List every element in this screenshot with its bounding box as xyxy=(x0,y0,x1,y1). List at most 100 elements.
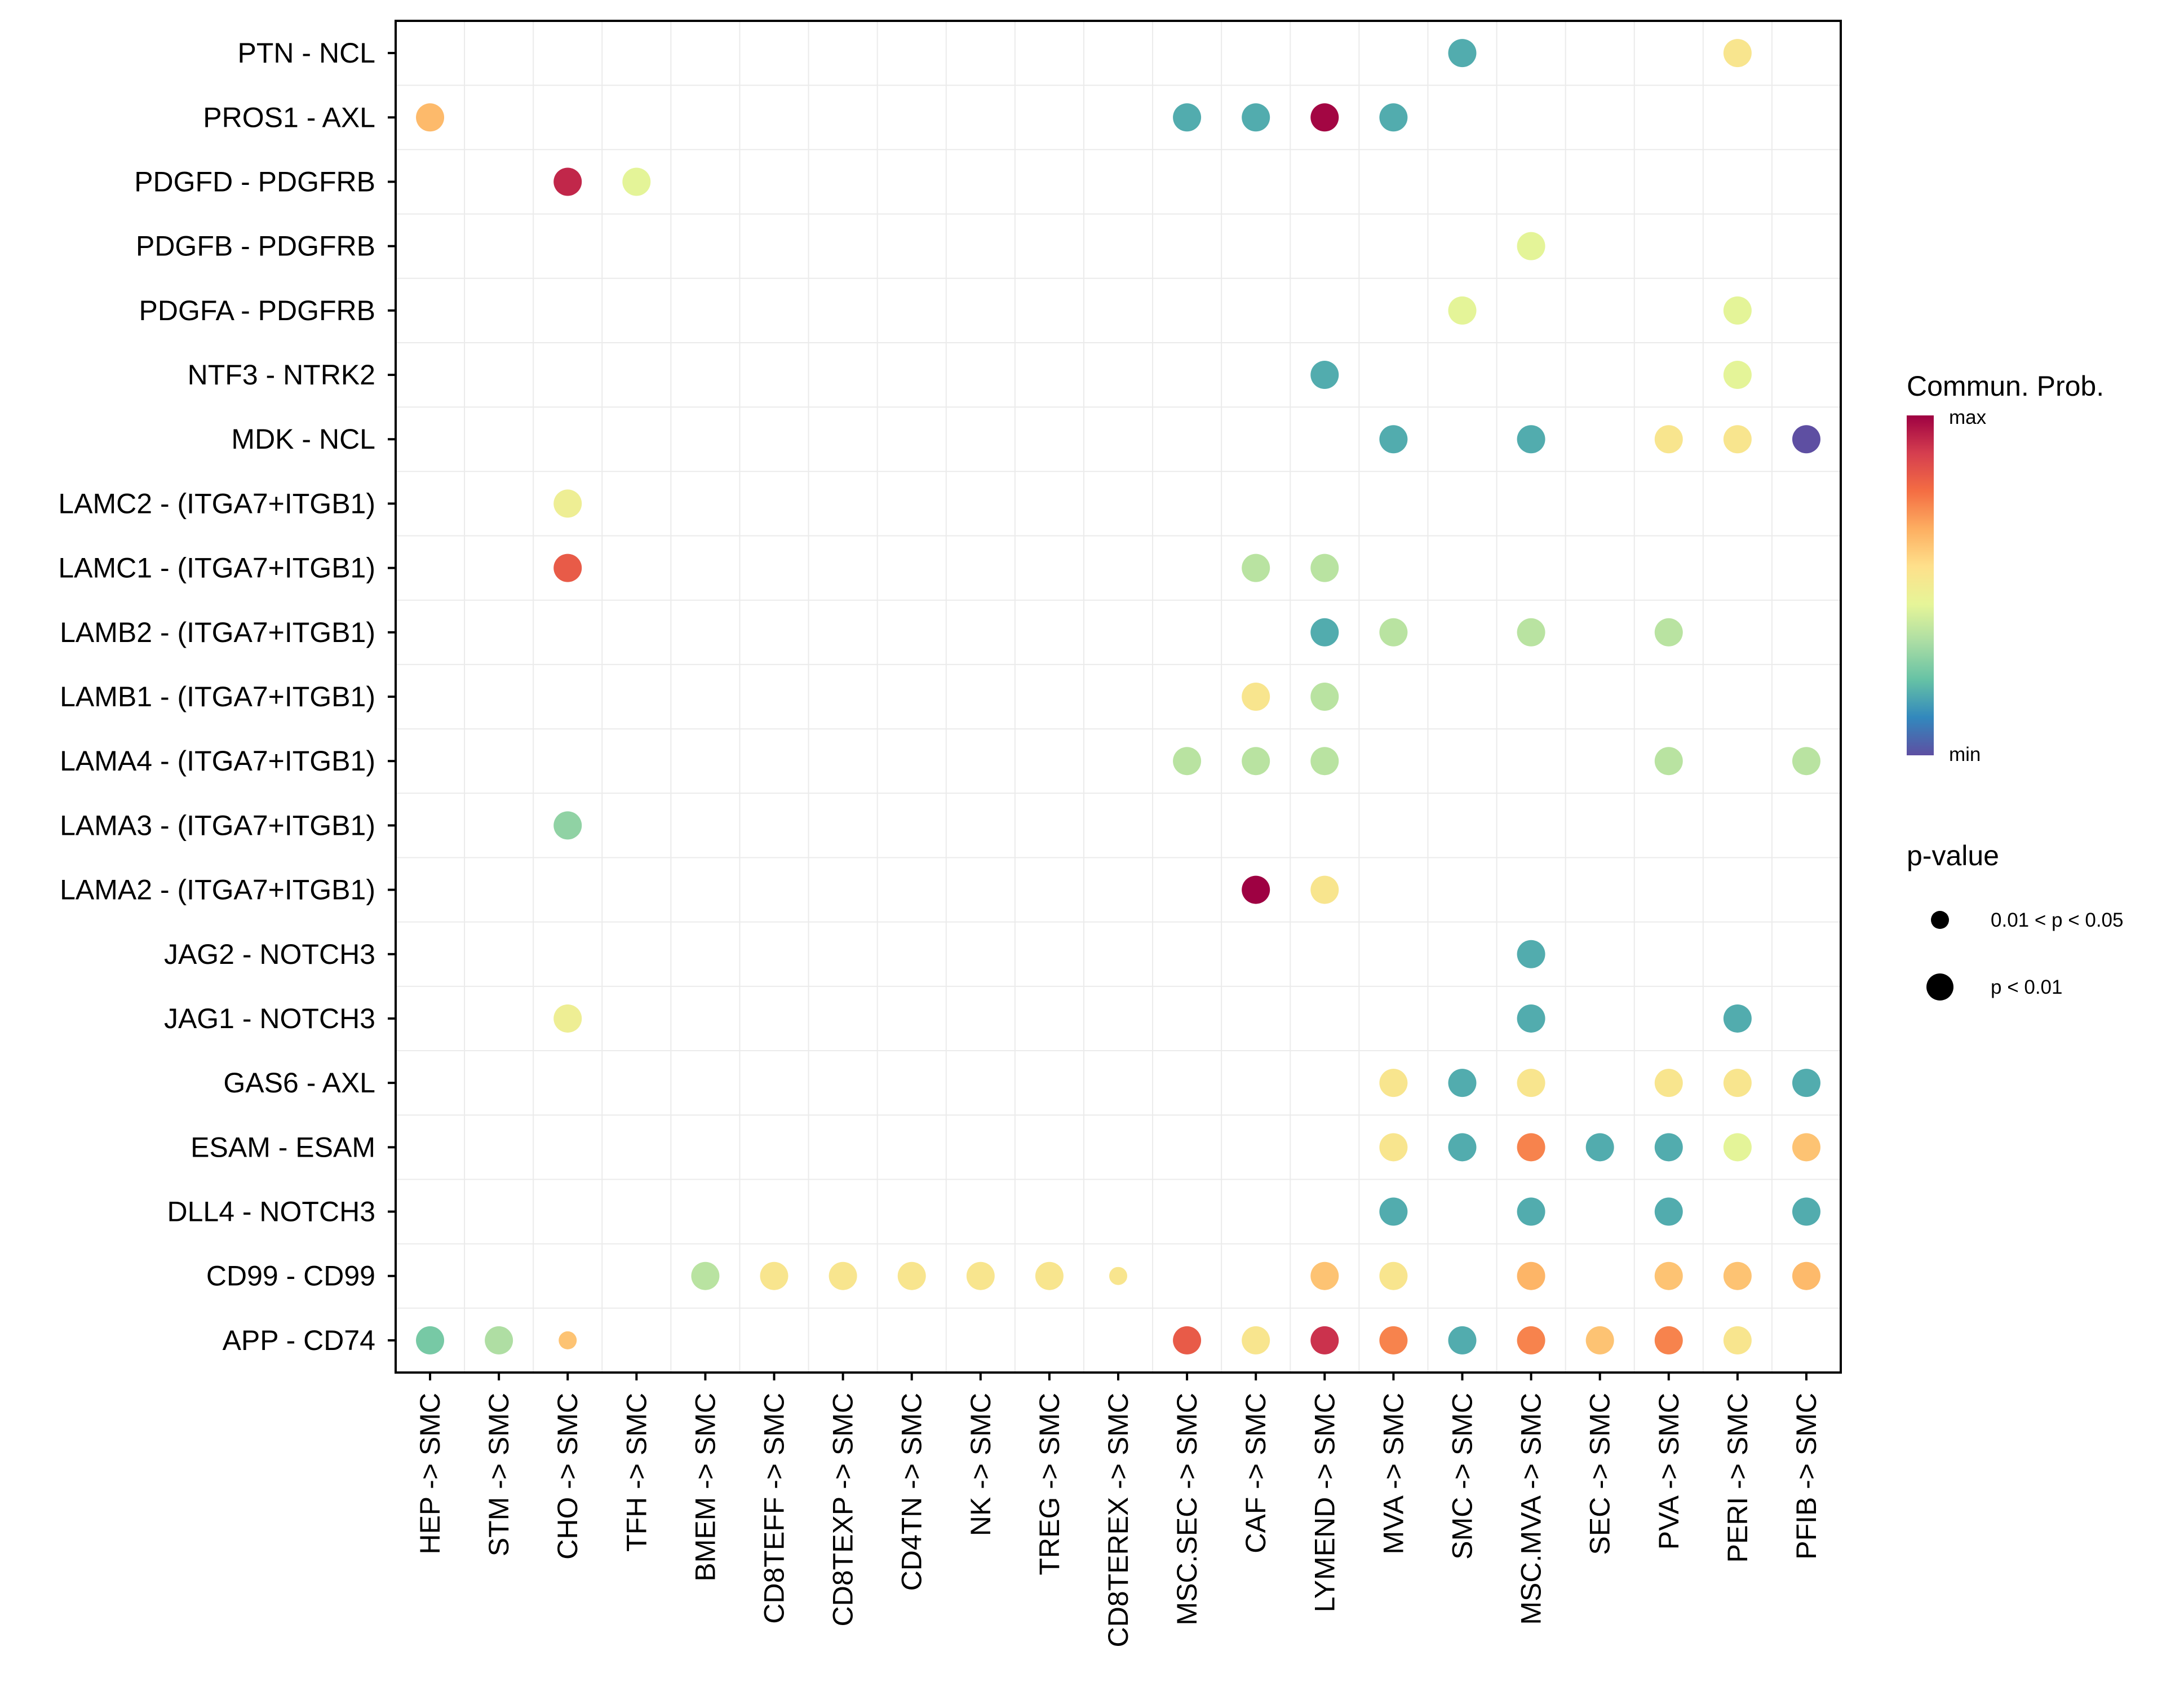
data-point xyxy=(897,1261,926,1290)
data-point xyxy=(1723,39,1752,68)
x-tick-label: PFIB -> SMC xyxy=(1791,1393,1822,1560)
data-point xyxy=(1379,1261,1408,1290)
data-point xyxy=(1310,1326,1339,1354)
data-point xyxy=(559,1331,577,1349)
x-tick-label: BMEM -> SMC xyxy=(689,1393,721,1582)
y-tick-label: PROS1 - AXL xyxy=(203,101,375,133)
data-point xyxy=(1310,361,1339,389)
colorbar-min-label: min xyxy=(1949,743,1981,765)
size-legend: p-value 0.01 < p < 0.05 p < 0.01 xyxy=(1907,840,2123,1001)
x-tick-label: MSC.SEC -> SMC xyxy=(1171,1393,1203,1626)
data-point xyxy=(1517,1004,1545,1033)
data-point xyxy=(1517,1133,1545,1162)
data-point xyxy=(1792,1069,1820,1097)
x-tick-label: NK -> SMC xyxy=(965,1393,996,1536)
colorbar xyxy=(1907,415,1934,755)
data-point xyxy=(1310,1261,1339,1290)
colorbar-max-label: max xyxy=(1949,406,1987,428)
data-point xyxy=(1379,1133,1408,1162)
y-tick-label: LAMA2 - (ITGA7+ITGB1) xyxy=(60,874,375,906)
data-point xyxy=(485,1326,513,1354)
data-point xyxy=(1517,1261,1545,1290)
data-point xyxy=(1448,1326,1477,1354)
y-tick-label: APP - CD74 xyxy=(223,1325,375,1356)
size-legend-dot-small xyxy=(1931,911,1949,929)
data-point xyxy=(1173,747,1202,776)
data-point xyxy=(1242,747,1270,776)
x-tick-label: HEP -> SMC xyxy=(414,1393,446,1555)
data-point xyxy=(416,1326,445,1354)
y-tick-label: LAMC2 - (ITGA7+ITGB1) xyxy=(58,488,375,519)
data-point xyxy=(553,554,582,582)
data-point xyxy=(1379,1197,1408,1226)
x-tick-label: CHO -> SMC xyxy=(552,1393,583,1560)
x-tick-label: TREG -> SMC xyxy=(1034,1393,1065,1575)
data-point xyxy=(1723,1004,1752,1033)
data-point xyxy=(1654,1261,1683,1290)
data-point xyxy=(1448,1069,1477,1097)
x-axis: HEP -> SMC STM -> SMC CHO -> SMC TFH -> SMC… xyxy=(414,1373,1822,1647)
x-tick-label: TFH -> SMC xyxy=(621,1393,652,1552)
data-point xyxy=(1173,1326,1202,1354)
data-point xyxy=(1654,1326,1683,1354)
grid-lines xyxy=(396,21,1841,1373)
x-tick-label: CD4TN -> SMC xyxy=(896,1393,928,1591)
data-point xyxy=(1517,232,1545,260)
data-points xyxy=(416,39,1820,1354)
data-point xyxy=(1242,103,1270,132)
y-tick-label: PTN - NCL xyxy=(238,37,375,69)
data-point xyxy=(1379,618,1408,647)
data-point xyxy=(622,167,651,196)
data-point xyxy=(553,167,582,196)
data-point xyxy=(1242,683,1270,711)
data-point xyxy=(1654,1069,1683,1097)
x-tick-label: CD8TEXP -> SMC xyxy=(827,1393,859,1626)
color-legend-title: Commun. Prob. xyxy=(1907,370,2104,402)
data-point xyxy=(1448,39,1477,68)
x-tick-label: MSC.MVA -> SMC xyxy=(1516,1393,1547,1625)
data-point xyxy=(691,1261,720,1290)
y-tick-label: LAMA3 - (ITGA7+ITGB1) xyxy=(60,809,375,841)
y-tick-label: DLL4 - NOTCH3 xyxy=(167,1196,375,1228)
data-point xyxy=(1448,296,1477,325)
data-point xyxy=(1517,425,1545,454)
data-point xyxy=(1654,747,1683,776)
data-point xyxy=(966,1261,995,1290)
x-tick-label: CD8TEFF -> SMC xyxy=(759,1393,790,1624)
y-tick-label: PDGFD - PDGFRB xyxy=(134,166,375,197)
size-legend-title: p-value xyxy=(1907,840,1999,871)
x-tick-label: CAF -> SMC xyxy=(1240,1393,1272,1553)
data-point xyxy=(1654,1133,1683,1162)
data-point xyxy=(1792,747,1820,776)
data-point xyxy=(1792,1197,1820,1226)
data-point xyxy=(1723,425,1752,454)
data-point xyxy=(1310,103,1339,132)
data-point xyxy=(1379,1326,1408,1354)
x-tick-label: SMC -> SMC xyxy=(1446,1393,1478,1560)
x-tick-label: PVA -> SMC xyxy=(1653,1393,1685,1550)
x-tick-label: STM -> SMC xyxy=(483,1393,515,1556)
data-point xyxy=(553,489,582,518)
x-tick-label: CD8TEREX -> SMC xyxy=(1102,1393,1134,1647)
data-point xyxy=(1310,618,1339,647)
size-legend-label-large: p < 0.01 xyxy=(1991,976,2062,998)
y-tick-label: PDGFA - PDGFRB xyxy=(139,295,375,326)
data-point xyxy=(1517,618,1545,647)
data-point xyxy=(1792,1133,1820,1162)
y-tick-label: JAG2 - NOTCH3 xyxy=(164,939,375,970)
data-point xyxy=(1035,1261,1064,1290)
data-point xyxy=(1310,747,1339,776)
data-point xyxy=(416,103,445,132)
y-tick-label: NTF3 - NTRK2 xyxy=(188,359,375,391)
data-point xyxy=(1654,618,1683,647)
data-point xyxy=(1517,1197,1545,1226)
plot-panel-border xyxy=(395,20,1842,1374)
data-point xyxy=(1654,425,1683,454)
x-tick-label: MVA -> SMC xyxy=(1377,1393,1409,1555)
data-point xyxy=(1585,1133,1614,1162)
y-tick-label: LAMC1 - (ITGA7+ITGB1) xyxy=(58,552,375,584)
data-point xyxy=(1310,875,1339,904)
data-point xyxy=(1517,940,1545,968)
data-point xyxy=(1310,554,1339,582)
